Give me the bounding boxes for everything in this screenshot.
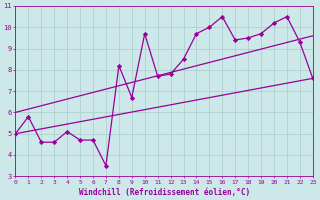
X-axis label: Windchill (Refroidissement éolien,°C): Windchill (Refroidissement éolien,°C) bbox=[78, 188, 250, 197]
